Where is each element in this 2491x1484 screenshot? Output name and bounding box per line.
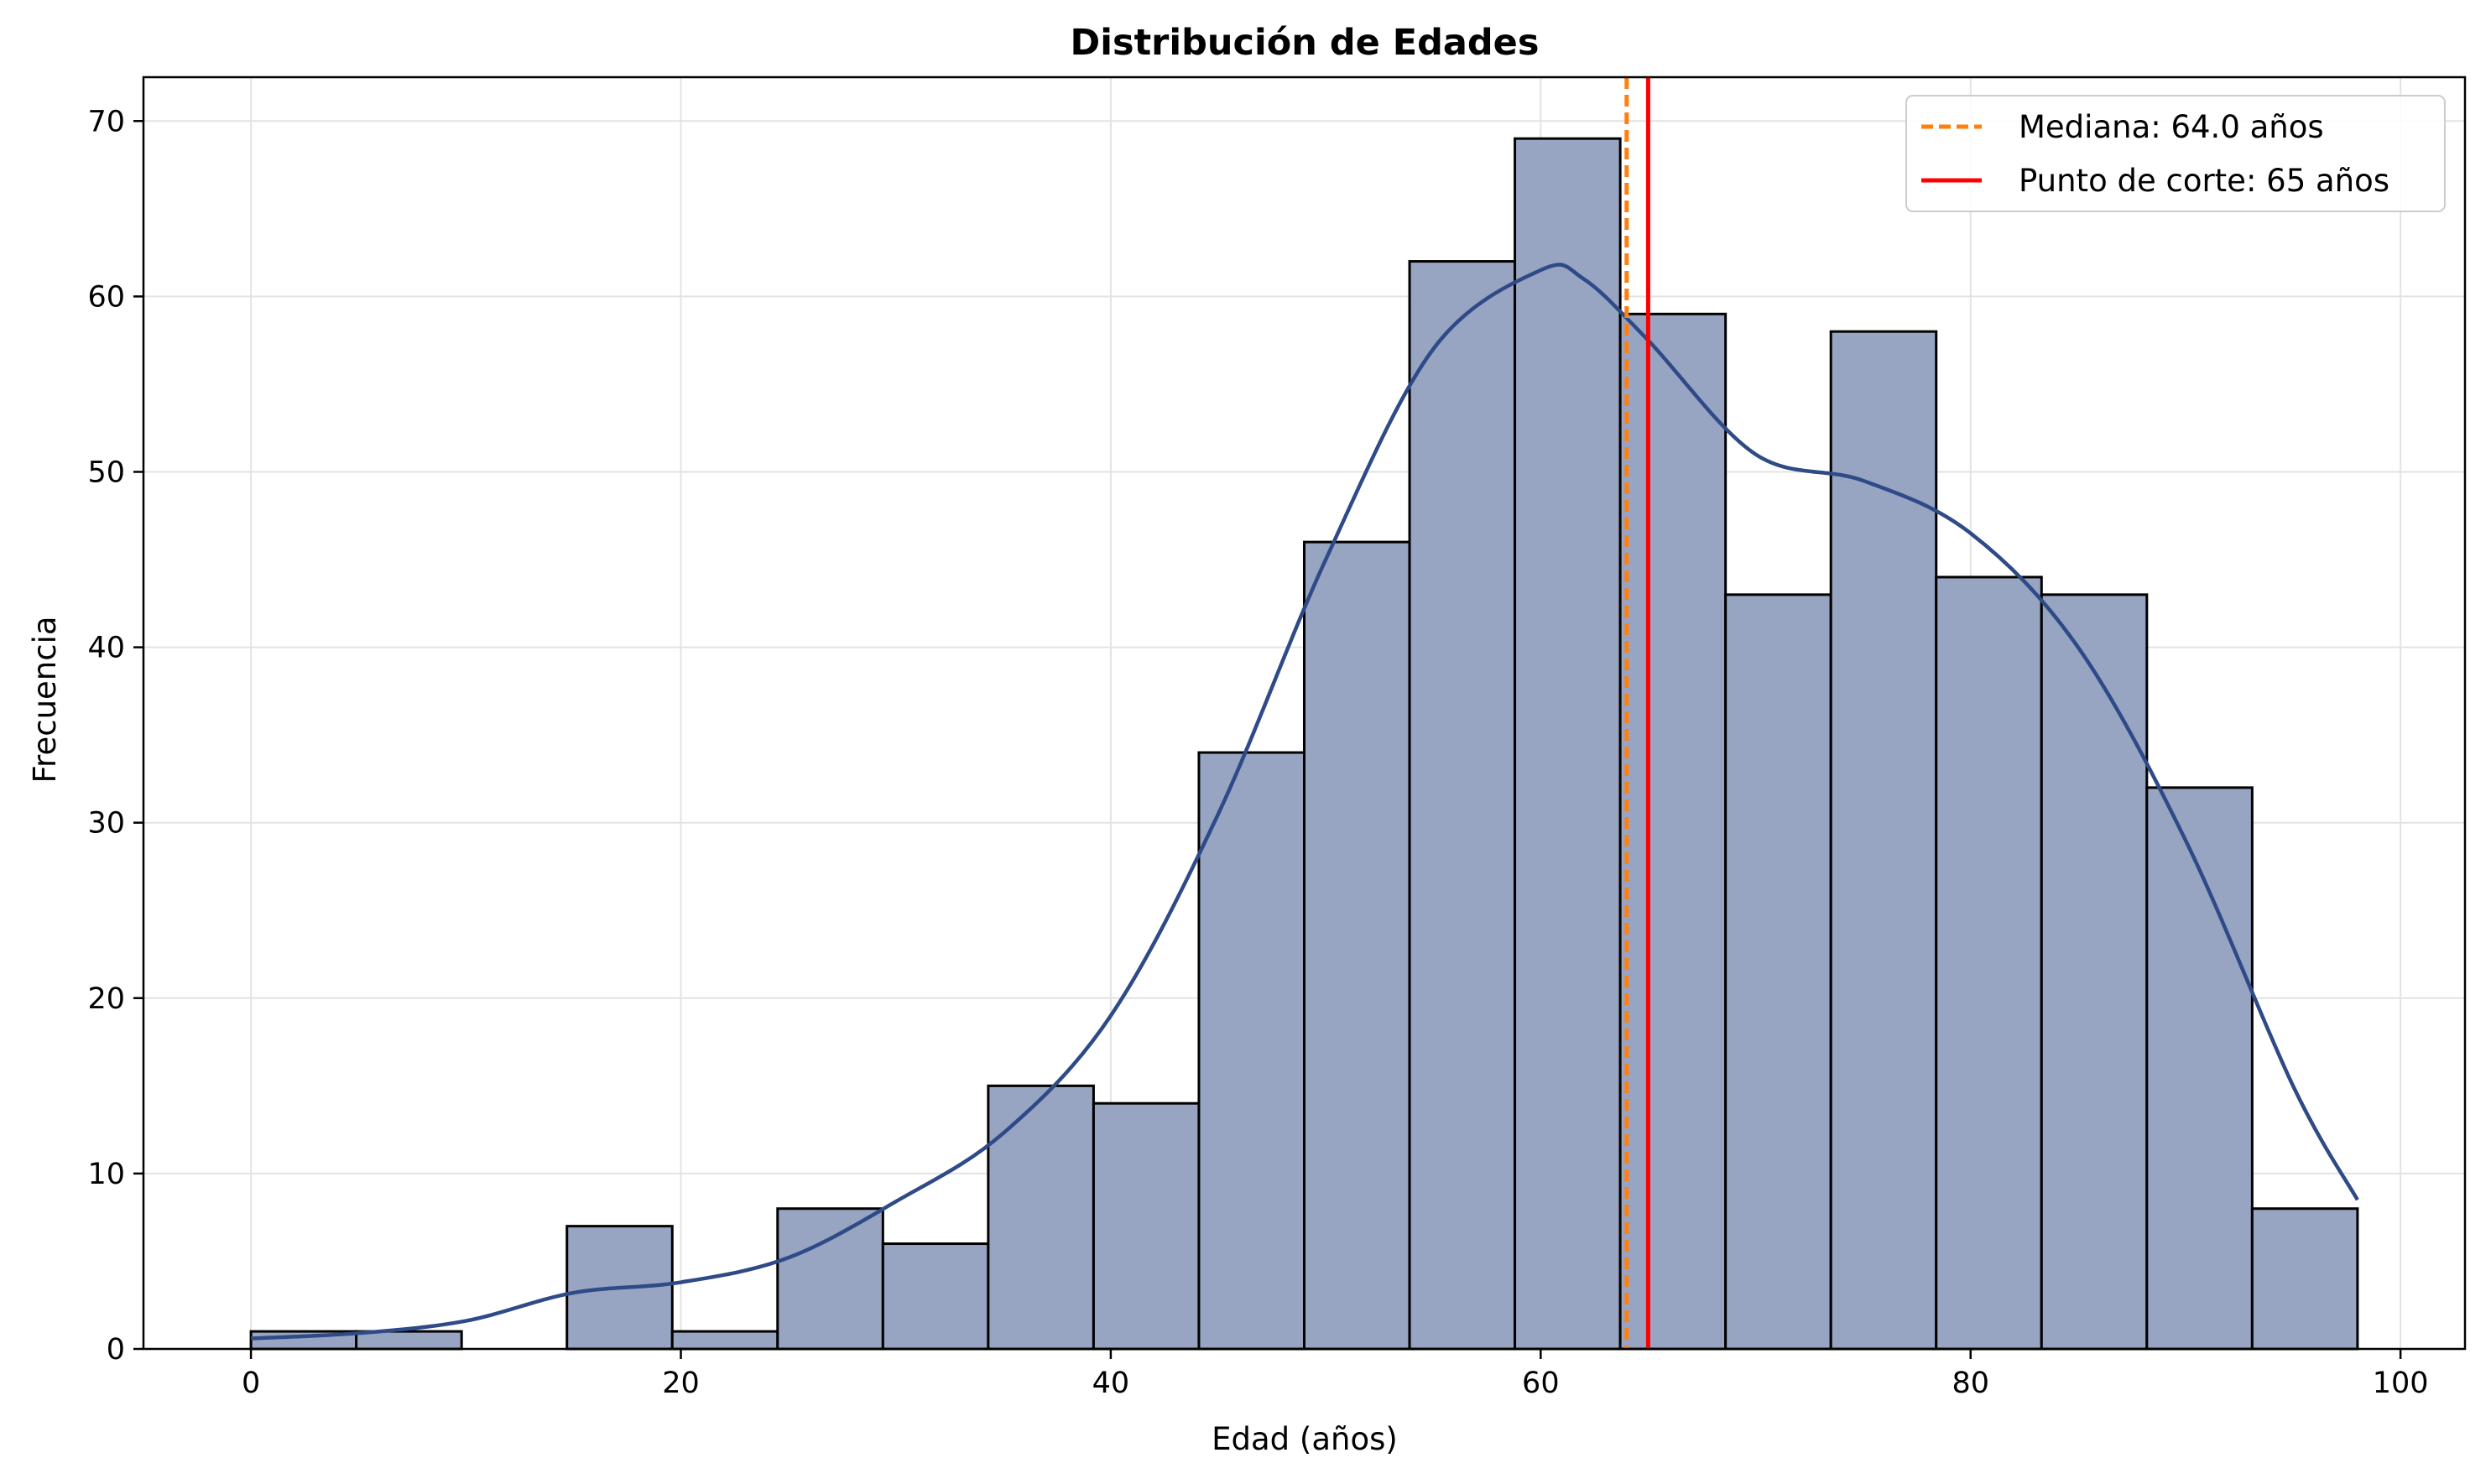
histogram-bar — [1724, 593, 1832, 1351]
x-tick-label: 80 — [1952, 1367, 1989, 1400]
histogram-bar — [1514, 137, 1622, 1351]
legend-box — [1905, 95, 2446, 212]
y-axis-ticks: 0 10 20 30 40 50 60 70 — [87, 105, 143, 1367]
y-tick-label: 0 — [107, 1333, 125, 1367]
histogram-bar — [1408, 260, 1517, 1351]
histogram-bar — [1092, 1101, 1201, 1351]
y-tick-label: 30 — [87, 807, 125, 841]
y-tick-label: 10 — [87, 1158, 125, 1191]
histogram-bar — [2040, 593, 2149, 1351]
y-tick-label: 20 — [87, 982, 125, 1016]
legend-label: Mediana: 64.0 años — [2019, 109, 2324, 145]
kde-curve-group — [250, 263, 2359, 1341]
x-tick-label: 0 — [242, 1367, 260, 1400]
histogram-bar — [1618, 312, 1728, 1351]
legend: Mediana: 64.0 años Punto de corte: 65 año… — [1905, 95, 2446, 212]
y-tick-label: 70 — [87, 105, 125, 138]
histogram-bar — [355, 1330, 463, 1351]
histogram-bars — [249, 137, 2359, 1351]
x-tick-label: 20 — [662, 1367, 700, 1400]
histogram-bar — [1303, 540, 1411, 1351]
histogram-bar — [2250, 1207, 2359, 1351]
histogram-bar — [670, 1330, 779, 1351]
reference-lines — [1624, 77, 1650, 1349]
y-axis-label: Frecuencia — [27, 616, 63, 783]
histogram-bar — [881, 1242, 990, 1351]
y-tick-label: 50 — [87, 456, 125, 489]
y-tick-label: 60 — [87, 280, 125, 314]
x-tick-label: 100 — [2373, 1367, 2429, 1400]
histogram-bar — [776, 1207, 884, 1351]
x-axis-label: Edad (años) — [1212, 1421, 1398, 1457]
kde-curve — [250, 263, 2359, 1341]
histogram-bar — [987, 1084, 1095, 1351]
histogram-bar — [2145, 786, 2254, 1351]
x-tick-label: 60 — [1522, 1367, 1560, 1400]
chart-title: Distribución de Edades — [1071, 22, 1540, 64]
plot-frame — [142, 76, 2467, 1351]
histogram-bar — [1197, 751, 1306, 1351]
y-tick-label: 40 — [87, 632, 125, 665]
x-tick-label: 40 — [1092, 1367, 1130, 1400]
histogram-bar — [1935, 575, 2043, 1351]
legend-label: Punto de corte: 65 años — [2019, 163, 2389, 199]
x-axis-ticks: 0 20 40 60 80 100 — [242, 1349, 2429, 1400]
histogram-bar — [1829, 330, 1938, 1351]
